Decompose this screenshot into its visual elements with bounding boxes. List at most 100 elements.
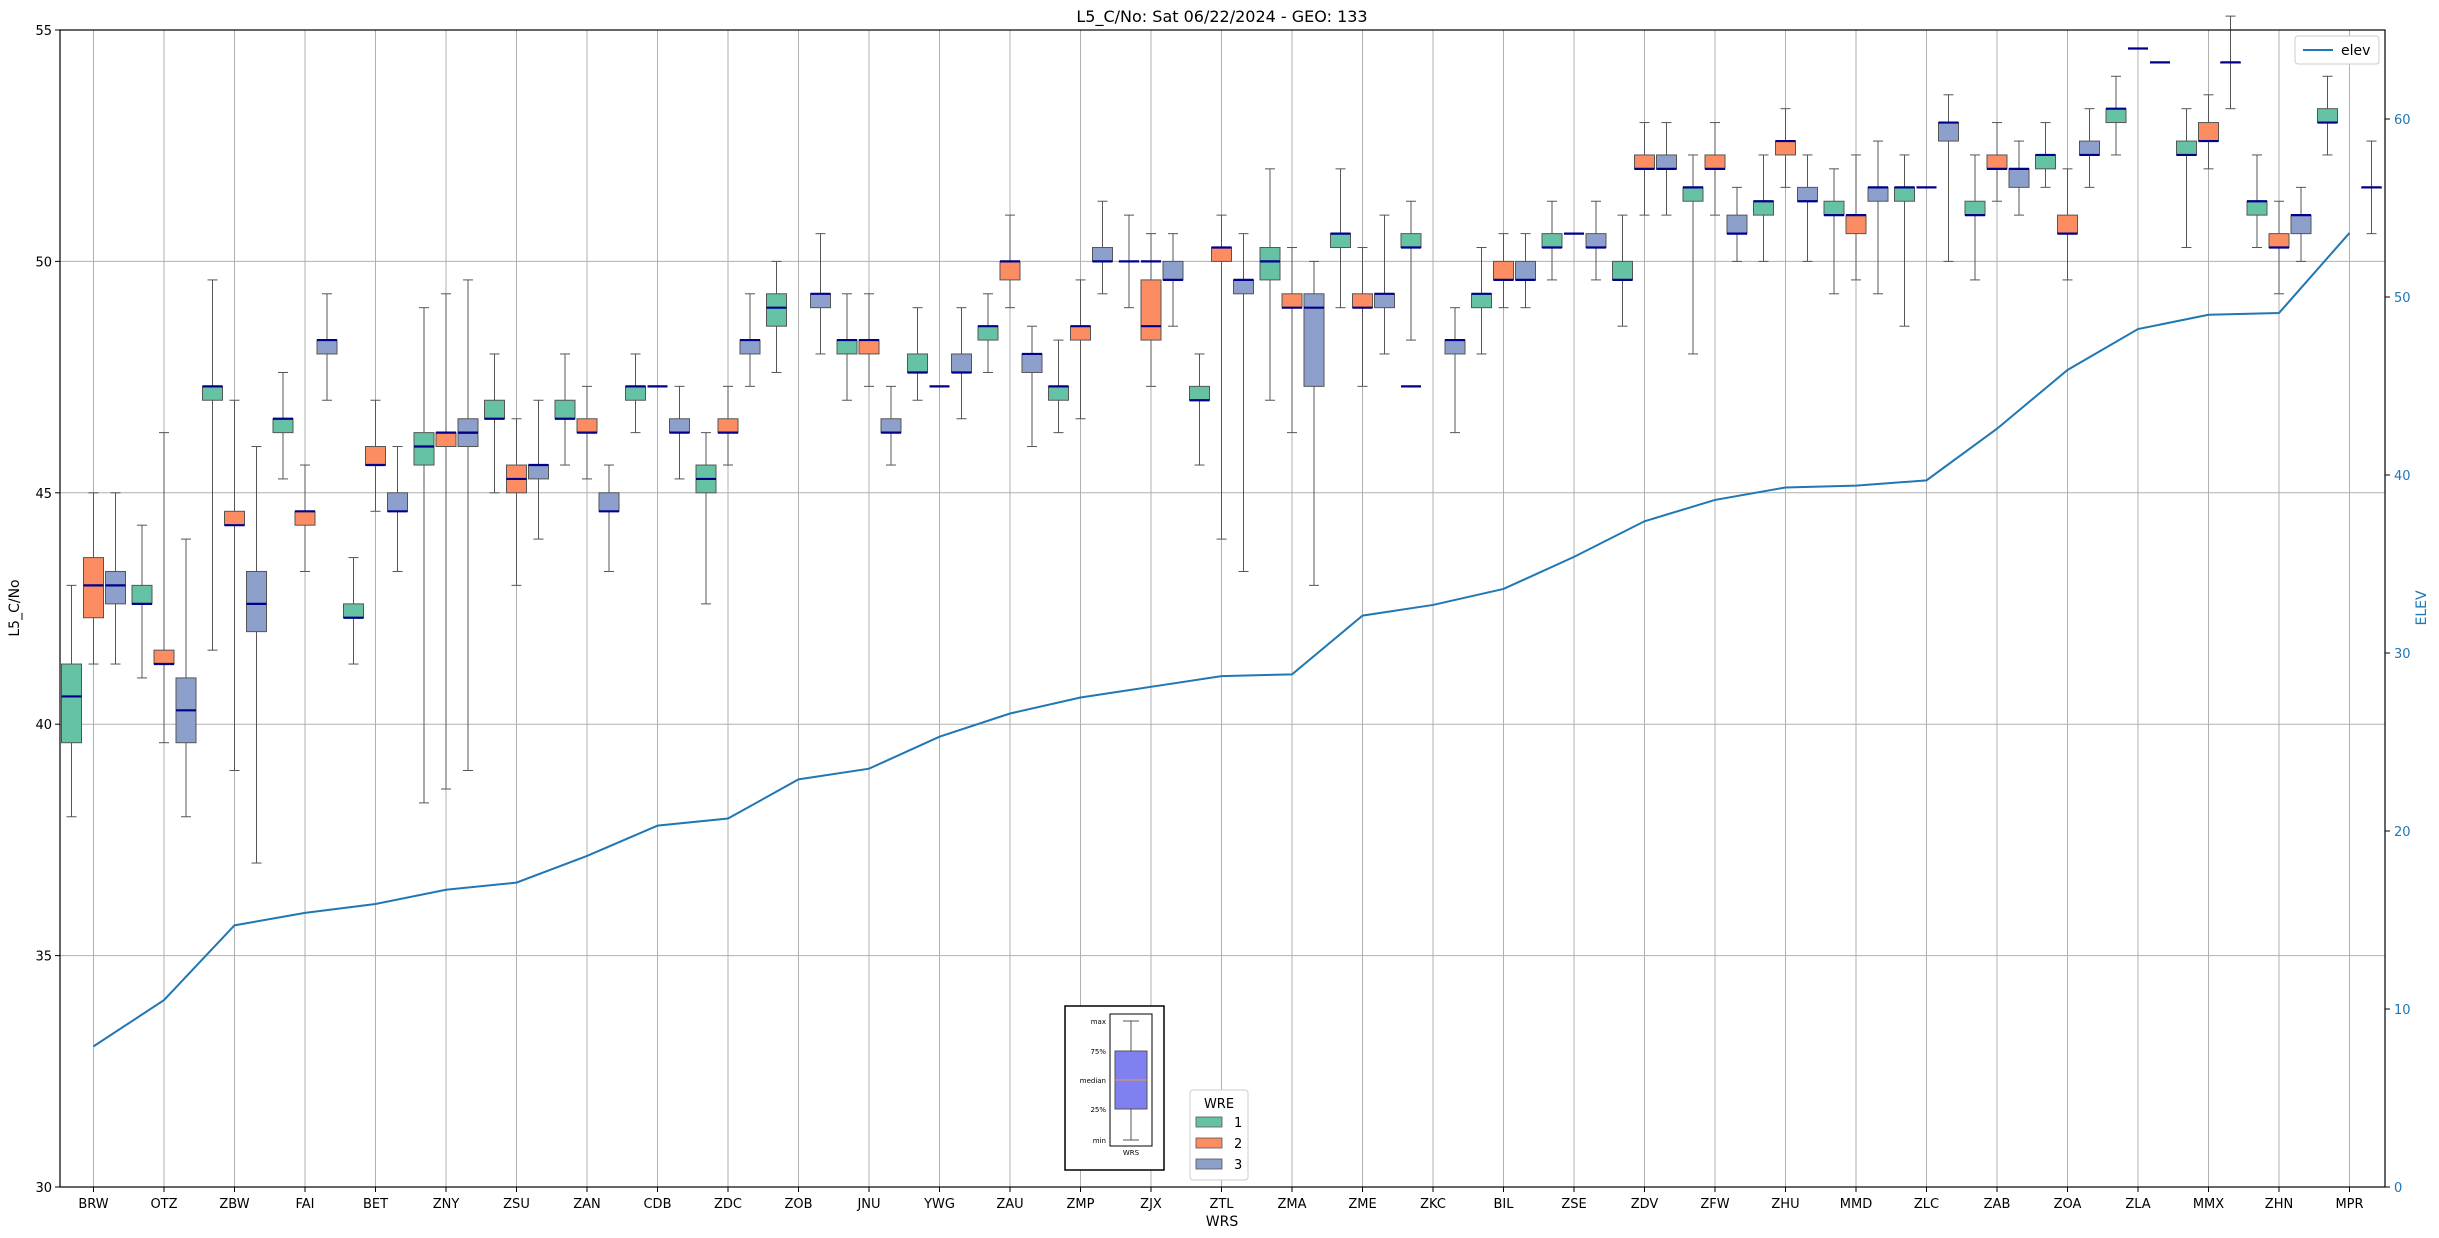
box-series-2	[1140, 279, 1162, 341]
box-series-3	[1938, 122, 1959, 142]
box-series-1	[2246, 200, 2268, 216]
box-series-1	[1048, 385, 1069, 401]
box-series-1	[202, 385, 223, 401]
box-series-1	[1964, 200, 1986, 216]
x-tick-label: BET	[363, 1197, 388, 1212]
box-series-3	[1444, 339, 1466, 355]
y2-tick-label: 30	[2394, 647, 2411, 662]
series-legend-swatch-1	[1195, 1116, 1223, 1128]
x-axis-ticks: BRW OTZ ZBW FAI BET ZNY ZSU ZAN CDB ZDC ZOB JNU YWG Z…	[78, 1187, 2364, 1212]
box-legend-wrs-label: WRS	[1123, 1149, 1140, 1157]
y-tick-label: 45	[35, 487, 52, 502]
box-series-3	[1303, 293, 1325, 387]
box-series-3	[2290, 214, 2312, 235]
y-tick-label: 40	[35, 718, 52, 733]
box-series-3	[1021, 353, 1043, 373]
y-axis-ticks: 30 35 40 45 50 55	[35, 24, 60, 1196]
x-tick-label: ZHU	[1771, 1197, 1799, 1212]
series-legend-label-3: 3	[1234, 1158, 1242, 1173]
x-tick-label: ZDC	[714, 1197, 742, 1212]
y-tick-label: 30	[35, 1181, 52, 1196]
box-series-2	[83, 557, 104, 619]
box-series-3	[2008, 168, 2030, 188]
box-series-3	[1092, 247, 1113, 262]
box-series-2	[1281, 293, 1303, 309]
box-series-2	[1775, 140, 1796, 156]
plot-frame	[59, 29, 2386, 1188]
x-tick-label: OTZ	[150, 1197, 177, 1212]
box-series-2	[365, 446, 386, 466]
box-series-2	[435, 432, 457, 448]
box-series-3	[1726, 214, 1748, 235]
x-tick-label: ZMP	[1067, 1197, 1095, 1212]
series-legend-title: WRE	[1204, 1097, 1234, 1112]
x-tick-label: ZLC	[1914, 1197, 1939, 1212]
x-tick-label: ZTL	[1209, 1197, 1234, 1212]
x-tick-label: ZME	[1348, 1197, 1376, 1212]
series-legend-swatch-2	[1195, 1137, 1223, 1149]
x-tick-label: JNU	[856, 1197, 880, 1212]
x-tick-label: ZSE	[1561, 1197, 1586, 1212]
y2-axis-ticks: 0 10 20 30 40 50 60	[2385, 113, 2411, 1196]
box-series-1	[343, 603, 364, 619]
x-tick-label: ZBW	[219, 1197, 249, 1212]
box-series-3	[1797, 186, 1818, 202]
line-legend: elev	[2294, 35, 2380, 65]
box-series-1	[1753, 200, 1774, 216]
box-series-1	[1823, 200, 1845, 216]
y-axis-label: L5_C/No	[7, 579, 23, 636]
box-series-2	[2268, 233, 2290, 249]
line-legend-label: elev	[2341, 43, 2370, 59]
box-series-3	[105, 570, 126, 605]
x-tick-label: CDB	[643, 1197, 671, 1212]
y2-tick-label: 40	[2394, 469, 2411, 484]
line-legend-frame	[2294, 35, 2380, 65]
box-legend-max-label: max	[1091, 1018, 1106, 1026]
box-series-1	[2176, 140, 2197, 156]
box-series-1	[977, 325, 999, 341]
box-series-2	[858, 339, 880, 355]
box-series-1	[625, 385, 646, 401]
box-series-1	[131, 584, 153, 605]
series-legend-label-1: 1	[1234, 1116, 1242, 1131]
y2-tick-label: 0	[2394, 1181, 2402, 1196]
box-series-3	[1515, 260, 1536, 281]
x-tick-label: BIL	[1494, 1197, 1515, 1212]
box-legend: max 75% median 25% min WRS	[1064, 1005, 1165, 1171]
x-tick-label: BRW	[78, 1197, 108, 1212]
y2-tick-label: 60	[2394, 113, 2411, 128]
boxes	[61, 47, 2382, 744]
box-series-3	[246, 570, 267, 633]
box-series-1	[484, 399, 505, 420]
box-series-2	[153, 649, 175, 665]
box-series-2	[2057, 214, 2078, 235]
box-series-3	[739, 339, 761, 355]
x-tick-label: MMX	[2193, 1197, 2224, 1212]
x-tick-label: ZAN	[573, 1197, 601, 1212]
box-series-1	[1330, 233, 1351, 249]
box-series-1	[1612, 260, 1633, 281]
x-axis-label: WRS	[1206, 1214, 1239, 1230]
y2-tick-label: 50	[2394, 291, 2411, 306]
box-series-1	[1541, 233, 1563, 249]
elev-line-group	[92, 232, 2351, 1048]
x-tick-label: ZKC	[1420, 1197, 1446, 1212]
x-tick-label: ZOA	[2054, 1197, 2082, 1212]
box-series-3	[810, 293, 831, 309]
box-series-3	[387, 492, 408, 512]
x-tick-label: ZMA	[1277, 1197, 1306, 1212]
series-legend-frame	[1189, 1089, 1249, 1181]
box-series-3	[1867, 186, 1889, 202]
box-series-1	[61, 663, 82, 744]
box-legend-q1-label: 25%	[1090, 1106, 1106, 1114]
box-series-2	[1211, 247, 1232, 262]
box-series-1	[1682, 186, 1704, 202]
box-series-1	[1259, 247, 1281, 281]
box-series-1	[2035, 154, 2056, 170]
box-series-1	[554, 399, 576, 420]
box-series-3	[1374, 293, 1395, 309]
box-series-1	[2317, 108, 2338, 124]
box-series-2	[1493, 260, 1514, 281]
x-tick-label: FAI	[295, 1197, 314, 1212]
